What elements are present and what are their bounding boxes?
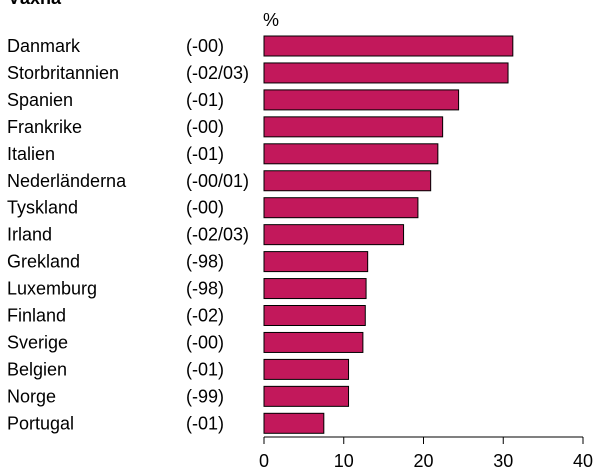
x-tick-label: 0 xyxy=(259,451,269,471)
x-tick-label: 40 xyxy=(573,451,593,471)
bar xyxy=(263,116,444,138)
year-label: (-98) xyxy=(186,252,224,272)
category-label: Spanien xyxy=(7,90,73,110)
bar xyxy=(263,62,509,84)
x-tick-label: 20 xyxy=(413,451,433,471)
category-label: Tyskland xyxy=(7,198,78,218)
bar xyxy=(263,197,419,219)
category-label: Norge xyxy=(7,386,56,406)
year-label: (-01) xyxy=(186,90,224,110)
x-ticks-group: 0 10 20 30 40 xyxy=(259,437,593,471)
category-label: Finland xyxy=(7,306,66,326)
category-label: Nederländerna xyxy=(7,171,127,191)
bar xyxy=(263,143,439,165)
year-label: (-01) xyxy=(186,359,224,379)
year-label: (-00) xyxy=(186,36,224,56)
bar xyxy=(263,251,369,273)
bars-group: Danmark (-00) Storbritannien (-02/03) Spanie… xyxy=(7,35,514,434)
year-label: (-02) xyxy=(186,306,224,326)
bar xyxy=(263,224,405,246)
unit-label: % xyxy=(263,10,279,30)
category-label: Irland xyxy=(7,225,52,245)
x-tick-label: 30 xyxy=(493,451,513,471)
category-label: Sverige xyxy=(7,332,68,352)
bar xyxy=(263,278,367,300)
year-label: (-00) xyxy=(186,117,224,137)
category-label: Danmark xyxy=(7,36,81,56)
bar xyxy=(263,385,350,407)
year-label: (-01) xyxy=(186,413,224,433)
year-label: (-00) xyxy=(186,332,224,352)
category-label: Belgien xyxy=(7,359,67,379)
bar xyxy=(263,89,460,111)
year-label: (-02/03) xyxy=(186,63,249,83)
bar xyxy=(263,412,325,434)
category-label: Storbritannien xyxy=(7,63,119,83)
year-label: (-02/03) xyxy=(186,225,249,245)
bar xyxy=(263,358,350,380)
category-label: Grekland xyxy=(7,252,80,272)
year-label: (-01) xyxy=(186,144,224,164)
chart-title: Växha xyxy=(8,0,62,8)
category-label: Portugal xyxy=(7,413,74,433)
category-label: Italien xyxy=(7,144,55,164)
category-label: Frankrike xyxy=(7,117,82,137)
year-label: (-00) xyxy=(186,198,224,218)
x-tick-label: 10 xyxy=(334,451,354,471)
bar xyxy=(263,170,432,192)
category-label: Luxemburg xyxy=(7,279,97,299)
year-label: (-98) xyxy=(186,279,224,299)
bar xyxy=(263,331,364,353)
bar xyxy=(263,35,514,57)
year-label: (-99) xyxy=(186,386,224,406)
bar xyxy=(263,305,366,326)
year-label: (-00/01) xyxy=(186,171,249,191)
